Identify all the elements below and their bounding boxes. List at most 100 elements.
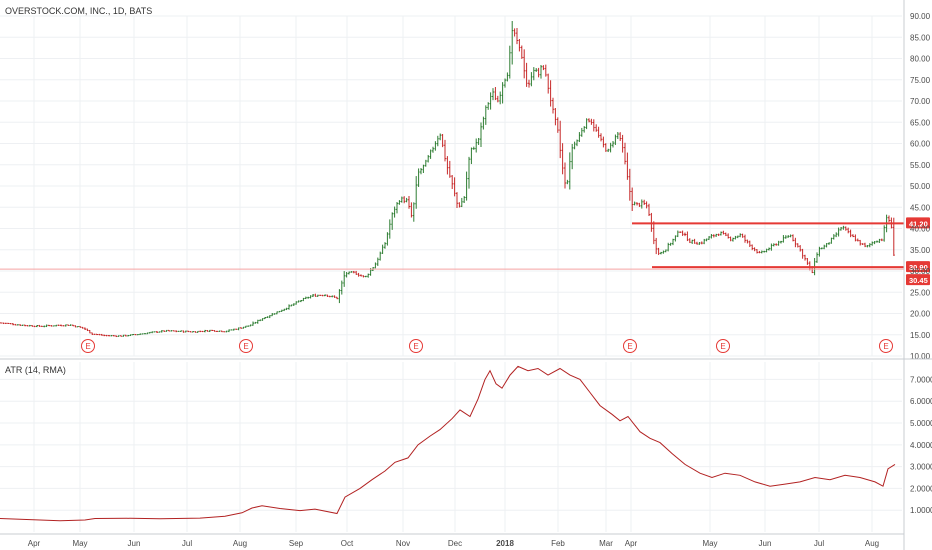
ohlc-bar (345, 272, 348, 278)
ohlc-bar (583, 126, 586, 133)
ohlc-bar (669, 242, 672, 246)
ohlc-bar (748, 240, 751, 248)
ohlc-bar (633, 201, 636, 206)
ohlc-bar (600, 133, 602, 142)
ohlc-bar (64, 324, 67, 327)
ohlc-bar (504, 78, 506, 88)
ohlc-bar (806, 257, 809, 265)
ohlc-bar (535, 68, 538, 72)
ohlc-bar (381, 244, 384, 254)
ohlc-bar (825, 243, 828, 248)
ohlc-bar (340, 280, 343, 295)
y-tick-label: 55.00 (910, 161, 931, 170)
ohlc-bar (439, 133, 442, 141)
ohlc-bar (638, 202, 641, 207)
ohlc-bar (144, 333, 146, 335)
ohlc-bar (597, 126, 600, 138)
ohlc-bar (408, 196, 410, 209)
ohlc-bar (631, 187, 634, 212)
last-price-label: 30.45 (909, 276, 928, 285)
x-tick-label: Jul (182, 539, 192, 548)
ohlc-bar (540, 65, 542, 79)
ohlc-bar (660, 251, 662, 255)
earnings-marker-label: E (883, 342, 888, 351)
ohlc-bar (160, 330, 163, 333)
ohlc-bar (580, 127, 583, 137)
ohlc-bar (122, 334, 125, 337)
ohlc-bar (120, 335, 122, 337)
ohlc-bar (21, 324, 24, 326)
ohlc-bar (268, 315, 271, 319)
ohlc-bar (172, 330, 175, 332)
ohlc-bar (420, 168, 422, 175)
ohlc-bar (861, 243, 864, 246)
ohlc-bar (0, 322, 2, 324)
ohlc-bar (110, 335, 113, 337)
ohlc-bar (424, 159, 427, 167)
ohlc-bar (604, 143, 607, 152)
ohlc-bar (220, 330, 223, 333)
ohlc-bar (657, 247, 660, 256)
ohlc-bar (674, 235, 677, 242)
ohlc-bar (141, 333, 144, 335)
x-tick-label: May (72, 539, 87, 548)
ohlc-bar (559, 120, 562, 159)
ohlc-bar (849, 229, 852, 238)
ohlc-bar (686, 231, 689, 242)
ohlc-bar (820, 247, 823, 250)
ohlc-bar (352, 270, 355, 274)
ohlc-bar (482, 116, 485, 130)
ohlc-bar (100, 333, 103, 336)
ohlc-bar (544, 64, 547, 77)
y-tick-label: 20.00 (910, 310, 931, 319)
ohlc-bar (67, 324, 70, 326)
ohlc-bar (374, 262, 377, 269)
ohlc-bar (182, 330, 185, 333)
ohlc-bar (297, 300, 300, 303)
ohlc-bar (456, 192, 458, 208)
x-tick-label: 2018 (496, 539, 514, 548)
ohlc-bar (616, 131, 619, 140)
ohlc-bar (796, 243, 799, 248)
atr-y-tick-label: 5.0000 (910, 419, 932, 428)
y-tick-label: 80.00 (910, 55, 931, 64)
ohlc-bar (45, 324, 48, 328)
atr-y-tick-label: 4.0000 (910, 441, 932, 450)
atr-y-tick-label: 2.0000 (910, 484, 932, 493)
symbol-title: OVERSTOCK.COM, INC., 1D, BATS (5, 6, 152, 16)
ohlc-bar (240, 327, 242, 329)
ohlc-bar (880, 238, 883, 242)
ohlc-bar (146, 332, 149, 335)
ohlc-bar (888, 215, 890, 223)
ohlc-bar (532, 67, 535, 81)
ohlc-bar (184, 330, 187, 333)
ohlc-bar (271, 313, 274, 317)
ohlc-bar (321, 294, 324, 297)
ohlc-bar (650, 212, 653, 232)
ohlc-bar (28, 324, 31, 327)
ohlc-bar (787, 235, 790, 238)
ohlc-bar (676, 230, 679, 238)
ohlc-bar (741, 233, 744, 238)
ohlc-bar (840, 226, 842, 231)
ohlc-bar (746, 239, 749, 244)
ohlc-bar (62, 325, 65, 327)
ohlc-bar (453, 177, 456, 197)
ohlc-bar (276, 311, 278, 315)
ohlc-bar (76, 325, 79, 328)
ohlc-bar (105, 334, 108, 337)
ohlc-bar (264, 316, 266, 320)
ohlc-bar (9, 322, 12, 325)
ohlc-bar (434, 141, 437, 151)
ohlc-bar (484, 105, 487, 125)
ohlc-bar (177, 330, 180, 332)
ohlc-bar (828, 242, 830, 245)
ohlc-bar (780, 240, 782, 244)
ohlc-bar (835, 232, 838, 238)
ohlc-bar (465, 171, 468, 201)
ohlc-bar (254, 321, 257, 324)
ohlc-bar (244, 325, 247, 328)
ohlc-bar (81, 326, 84, 329)
